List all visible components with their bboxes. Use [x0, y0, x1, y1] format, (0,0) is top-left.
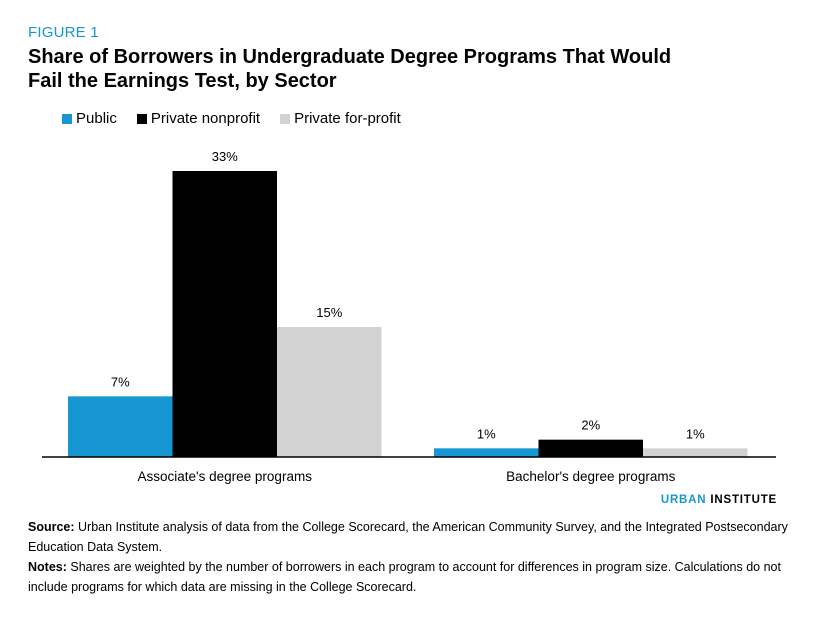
legend-item-private-for-profit: Private for-profit — [280, 110, 401, 127]
legend-item-private-nonprofit: Private nonprofit — [136, 110, 261, 127]
data-label-private-for-profit-associate-s-degree-programs: 15% — [316, 305, 342, 320]
chart-title: Share of Borrowers in Undergraduate Degr… — [28, 46, 672, 92]
bar-private-for-profit-associate-s-degree-programs — [277, 327, 382, 457]
data-label-public-associate-s-degree-programs: 7% — [111, 374, 130, 389]
category-label-bachelor-s-degree-programs: Bachelor's degree programs — [506, 469, 675, 484]
bar-public-bachelor-s-degree-programs — [434, 448, 539, 457]
footnotes: Source: Urban Institute analysis of data… — [28, 517, 788, 597]
source-text: Urban Institute analysis of data from th… — [28, 520, 788, 554]
logo-urban: URBAN — [660, 494, 707, 506]
notes-label: Notes: — [28, 560, 67, 574]
bar-private-nonprofit-bachelor-s-degree-programs — [538, 439, 643, 457]
urban-institute-logo: URBAN INSTITUTE — [661, 494, 777, 506]
bars-group — [68, 171, 748, 457]
legend-label-private-nonprofit: Private nonprofit — [150, 110, 261, 127]
bar-private-nonprofit-associate-s-degree-programs — [172, 171, 277, 457]
labels-group: 7% 33% 15% Associate's degree programs 1% 2% 1… — [111, 149, 705, 484]
source-label: Source: — [28, 520, 75, 534]
notes-text: Shares are weighted by the number of bor… — [28, 560, 781, 594]
bar-private-for-profit-bachelor-s-degree-programs — [643, 448, 748, 457]
legend: Public Private nonprofit Private for-pro… — [62, 110, 421, 127]
source-note: Source: Urban Institute analysis of data… — [28, 517, 788, 557]
legend-swatch-private-nonprofit — [136, 113, 147, 124]
legend-label-private-for-profit: Private for-profit — [294, 110, 401, 127]
category-label-associate-s-degree-programs: Associate's degree programs — [138, 469, 313, 484]
data-label-public-bachelor-s-degree-programs: 1% — [477, 426, 496, 441]
data-label-private-nonprofit-bachelor-s-degree-programs: 2% — [581, 418, 600, 433]
figure-label: FIGURE 1 — [28, 24, 99, 41]
data-label-private-for-profit-bachelor-s-degree-programs: 1% — [686, 426, 705, 441]
logo-institute: INSTITUTE — [710, 494, 777, 506]
bar-public-associate-s-degree-programs — [68, 396, 173, 457]
data-label-private-nonprofit-associate-s-degree-programs: 33% — [212, 149, 238, 164]
legend-item-public: Public — [62, 110, 117, 127]
legend-swatch-public — [62, 113, 72, 124]
legend-label-public: Public — [76, 110, 117, 127]
legend-swatch-private-for-profit — [280, 113, 291, 124]
notes-note: Notes: Shares are weighted by the number… — [28, 557, 788, 597]
